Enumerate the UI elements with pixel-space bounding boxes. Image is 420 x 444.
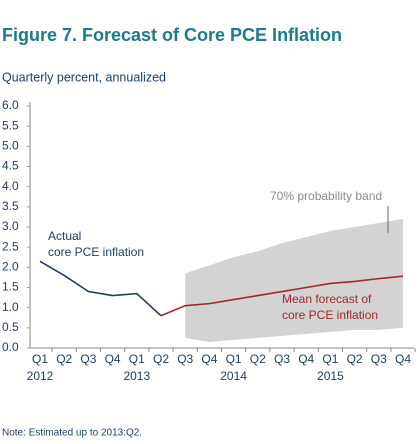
annotation: Mean forecast of [282,292,372,306]
line-series [39,260,162,317]
probability-band [185,218,403,342]
y-tick-label: 5.0 [2,139,19,153]
y-tick-label: 2.0 [2,260,19,274]
x-tick-label: Q4 [298,352,314,366]
x-tick-label: Q2 [250,352,266,366]
year-label: 2012 [27,369,54,383]
y-tick-label: 3.0 [2,219,19,233]
y-tick-label: 5.5 [2,118,19,132]
annotation: 70% probability band [270,189,382,203]
year-label: 2014 [220,369,247,383]
y-tick-label: 4.5 [2,159,19,173]
line-series [160,275,404,317]
x-tick-label: Q4 [105,352,121,366]
y-tick-label: 0.0 [2,340,19,354]
x-tick-label: Q2 [347,352,363,366]
y-tick-label: 4.0 [2,179,19,193]
x-tick-label: Q2 [153,352,169,366]
y-tick-label: 3.5 [2,199,19,213]
x-tick-label: Q3 [80,352,96,366]
annotation: core PCE inflation [282,308,378,322]
x-tick-label: Q2 [56,352,72,366]
annotation: core PCE inflation [48,245,144,259]
annotation: Actual [48,229,81,243]
chart-subtitle: Quarterly percent, annualized [2,70,166,84]
x-tick-label: Q4 [201,352,217,366]
x-tick-label: Q3 [177,352,193,366]
y-tick-label: 1.0 [2,300,19,314]
x-tick-label: Q4 [395,352,411,366]
y-tick-label: 6.0 [2,98,19,112]
x-tick-label: Q1 [129,352,145,366]
y-tick-label: 2.5 [2,239,19,253]
x-tick-label: Q1 [32,352,48,366]
y-tick-label: 0.5 [2,320,19,334]
x-tick-label: Q1 [322,352,338,366]
note: Note: Estimated up to 2013:Q2. [2,428,142,439]
x-tick-label: Q3 [274,352,290,366]
y-tick-label: 1.5 [2,280,19,294]
year-label: 2013 [123,369,150,383]
year-label: 2015 [317,369,344,383]
x-tick-label: Q3 [371,352,387,366]
x-tick-label: Q1 [226,352,242,366]
chart-title: Figure 7. Forecast of Core PCE Inflation [2,25,342,45]
